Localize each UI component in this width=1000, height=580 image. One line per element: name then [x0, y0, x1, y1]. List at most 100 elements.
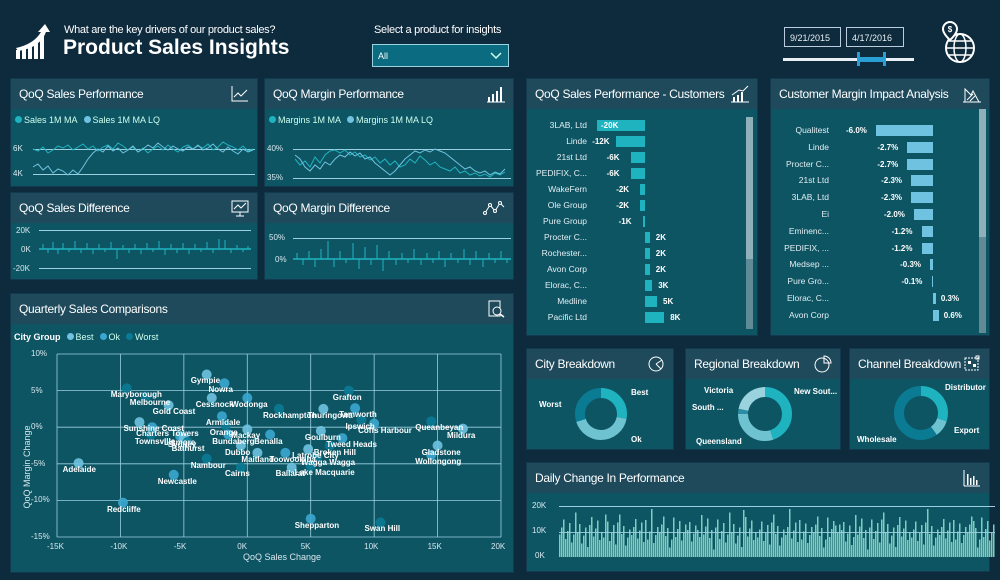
network-grid-icon: [964, 355, 980, 371]
point-label: Swan Hill: [364, 524, 401, 534]
date-slider-handle-start[interactable]: [857, 52, 860, 66]
point-label: Sunshine Coast: [123, 424, 184, 434]
point-label: Redcliffe: [106, 504, 141, 514]
legend-item-worst[interactable]: Worst: [126, 332, 158, 342]
legend: City Group Best Ok Worst: [14, 332, 158, 342]
presentation-chart-icon: [231, 200, 249, 217]
legend-item[interactable]: Margins 1M MA LQ: [347, 115, 433, 125]
bar-row[interactable]: Rochester... 2K: [541, 248, 667, 259]
panel-header: [527, 79, 757, 109]
scrollbar[interactable]: [979, 109, 986, 333]
point-label: Gladstone: [421, 447, 461, 457]
bar-row[interactable]: Procter C... -2.7%: [771, 158, 976, 172]
bar-row[interactable]: Medline 5K: [557, 296, 674, 307]
legend-item[interactable]: Margins 1M MA: [269, 115, 341, 125]
legend-item[interactable]: Sales 1M MA: [15, 115, 78, 125]
bar-row[interactable]: Qualitest -6.0%: [771, 124, 976, 138]
panel-header: [265, 79, 513, 109]
donut-label: Export: [954, 426, 980, 435]
donut-label: Worst: [539, 400, 562, 409]
panel-header: [11, 193, 257, 223]
y-tick: 0%: [275, 255, 287, 264]
bar-row[interactable]: PEDIFIX, ... -1.2%: [771, 242, 976, 256]
bar-row[interactable]: Elorac, C... 0.3%: [786, 293, 960, 304]
bar-row[interactable]: Ole Group -2K: [527, 199, 745, 213]
panel-title: Quarterly Sales Comparisons: [19, 302, 168, 316]
point-label: Mackay: [231, 431, 261, 441]
point-label: Toowoomba: [269, 454, 316, 464]
bar-row[interactable]: 21st Ltd -6K: [527, 151, 745, 165]
y-tick: 4K: [13, 169, 23, 178]
product-select[interactable]: All: [372, 44, 509, 67]
bar-row[interactable]: Linde -12K: [527, 135, 745, 149]
donut-chart[interactable]: [892, 384, 950, 442]
donut-chart[interactable]: [573, 386, 629, 442]
panel-margin-difference: QoQ Margin Difference 50% 0%: [264, 192, 514, 280]
donut-label: South ...: [692, 403, 724, 412]
panel-regional-breakdown: Regional Breakdown Victoria New Sout... …: [685, 348, 841, 450]
line-chart[interactable]: [295, 147, 511, 179]
bar-row[interactable]: Pure Group -1K: [527, 215, 745, 229]
legend-title: City Group: [14, 332, 61, 342]
bar-row[interactable]: Elorac, C... 3K: [544, 280, 669, 291]
point-label: Sydney: [167, 440, 197, 450]
date-start-value: 9/21/2015: [790, 33, 831, 43]
bar-row[interactable]: Avon Corp 2K: [546, 264, 667, 275]
point-label: Wollongong: [415, 457, 462, 467]
bar-chart[interactable]: [39, 237, 251, 261]
point-label: Queanbeyan: [415, 423, 464, 433]
point-label: Cessnock: [195, 399, 234, 409]
y-tick: 0K: [21, 245, 31, 254]
bar-row[interactable]: Ei -2.0%: [771, 208, 976, 222]
legend-item[interactable]: Sales 1M MA LQ: [83, 115, 160, 125]
panel-header: [527, 463, 989, 493]
date-end-input[interactable]: 4/17/2016: [846, 27, 904, 47]
legend-item-best[interactable]: Best: [66, 332, 94, 342]
scatter-plot[interactable]: -15K -10K -5K 0K 5K 10K 15K 20K 10% 5% 0% -5% -10% -1…: [31, 349, 506, 551]
product-select-value: All: [378, 51, 389, 61]
panel-title: Regional Breakdown: [694, 357, 800, 371]
bar-row[interactable]: Pacific Ltd 8K: [547, 312, 681, 323]
point-label: Maryborough: [110, 390, 162, 400]
y-tick: 20K: [532, 501, 547, 510]
date-slider-handle-end[interactable]: [883, 52, 886, 66]
panel-title: QoQ Sales Performance: [19, 87, 144, 101]
panel-title: Channel Breakdown: [858, 357, 961, 371]
line-chart[interactable]: [33, 137, 255, 179]
bar-row[interactable]: 3LAB, Ltd -2.3%: [771, 191, 976, 205]
point-label: Newcastle: [157, 476, 197, 486]
bar-row[interactable]: WakeFern -2K: [527, 183, 745, 197]
customer-bar-chart[interactable]: 3LAB, Ltd -20K Linde -12K 21st Ltd -6K PEDIFIX…: [527, 119, 745, 329]
legend-item-ok[interactable]: Ok: [99, 332, 120, 342]
line-chart-icon: [231, 86, 248, 102]
bar-chart[interactable]: [293, 241, 511, 275]
hatched-chart-icon: [963, 87, 981, 103]
scrollbar[interactable]: [746, 117, 753, 329]
point-label: Nambour: [190, 460, 226, 470]
point-label: Orange: [209, 427, 238, 437]
bar-row[interactable]: 21st Ltd -2.3%: [771, 174, 976, 188]
date-slider-track[interactable]: [783, 58, 914, 61]
bar-row[interactable]: Procter C... 2K: [544, 232, 667, 243]
bar-row[interactable]: 3LAB, Ltd -20K: [527, 119, 745, 133]
margin-impact-bar-chart[interactable]: Qualitest -6.0% Linde -2.7% Procter C... -2.7…: [771, 124, 976, 334]
point-label: Shepparton: [294, 520, 340, 530]
panel-header: [265, 193, 513, 223]
donut-chart[interactable]: [736, 385, 794, 443]
bar-row[interactable]: Avon Corp 0.6%: [788, 309, 962, 321]
bar-row[interactable]: Linde -2.7%: [771, 141, 976, 155]
donut-label: Victoria: [704, 386, 734, 395]
legend: Sales 1M MA Sales 1M MA LQ: [15, 115, 160, 125]
bar-row[interactable]: Medsep ... -0.3%: [771, 258, 976, 272]
bar-row[interactable]: Pure Gro... -0.1%: [771, 275, 976, 289]
column-chart-icon: [963, 470, 980, 487]
date-start-input[interactable]: 9/21/2015: [784, 27, 841, 47]
point-label: Latrobe City: [292, 451, 339, 461]
point-label: Tamworth: [339, 410, 377, 420]
daily-bar-chart[interactable]: [559, 507, 995, 557]
bar-row[interactable]: Eminenc... -1.2%: [771, 225, 976, 239]
bar-row[interactable]: PEDIFIX, C... -6K: [527, 167, 745, 181]
donut-label: Wholesale: [857, 435, 897, 444]
y-tick: 20K: [16, 226, 31, 235]
product-select-label: Select a product for insights: [374, 24, 502, 36]
